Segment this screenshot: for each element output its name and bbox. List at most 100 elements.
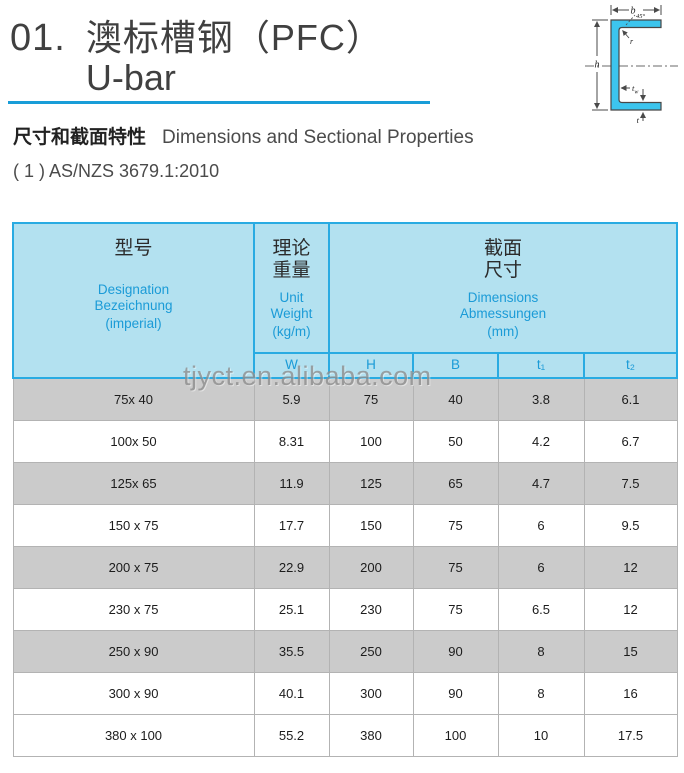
cell-b: 75 [412,503,499,547]
table-row: 250 x 90 35.5 250 90 8 15 [12,629,678,673]
page-title: 01. 澳标槽钢（PFC） U-bar [10,18,383,98]
cell-t1: 8 [497,629,585,673]
dim-label-angle: 45° [636,13,646,20]
cell-w: 17.7 [253,503,330,547]
cell-t2: 9.5 [583,503,678,547]
subheader-t2: t₂ [583,352,678,379]
cell-h: 100 [328,419,414,463]
section-subtitle: 尺寸和截面特性 Dimensions and Sectional Propert… [13,122,474,149]
cell-b: 75 [412,545,499,589]
table-row: 230 x 75 25.1 230 75 6.5 12 [12,587,678,631]
subheader-b: B [412,352,499,379]
dimensions-table: 型号 Designation Bezeichnung (imperial) 理论… [12,222,678,757]
title-english: U-bar [85,57,176,98]
cell-b: 90 [412,671,499,715]
header-dimensions-en: Dimensions Abmessungen (mm) [459,290,547,339]
header-dimensions: 截面 尺寸 Dimensions Abmessungen (mm) [328,222,678,354]
cell-t2: 12 [583,587,678,631]
cell-t1: 4.2 [497,419,585,463]
cell-t1: 10 [497,713,585,757]
cell-h: 150 [328,503,414,547]
title-chinese: 澳标槽钢（PFC） [85,17,383,58]
table-row: 100x 50 8.31 100 50 4.2 6.7 [12,419,678,463]
cell-b: 90 [412,629,499,673]
standard-reference: ( 1 ) AS/NZS 3679.1:2010 [13,161,220,181]
cell-t1: 6 [497,545,585,589]
subheader-t1: t₁ [497,352,585,379]
cell-t1: 4.7 [497,461,585,505]
cell-b: 75 [412,587,499,631]
cell-b: 50 [412,419,499,463]
cell-w: 5.9 [253,377,330,421]
header-designation-en: Designation Bezeichnung (imperial) [94,282,173,331]
table-body: 75x 40 5.9 75 40 3.8 6.1 100x 50 8.31 100 50 4.2 6.… [12,377,678,757]
table-header: 型号 Designation Bezeichnung (imperial) 理论… [12,222,678,379]
cell-w: 40.1 [253,671,330,715]
table-row: 125x 65 11.9 125 65 4.7 7.5 [12,461,678,505]
cell-designation: 100x 50 [12,419,255,463]
cell-w: 22.9 [253,545,330,589]
header-unit-weight-en: Unit Weight (kg/m) [270,290,313,339]
dim-label-tw: tw [632,83,638,96]
cell-h: 230 [328,587,414,631]
cell-designation: 230 x 75 [12,587,255,631]
cell-t2: 6.7 [583,419,678,463]
title-underline [8,101,430,104]
title-number: 01. [10,17,66,59]
cell-t2: 15 [583,629,678,673]
subtitle-chinese: 尺寸和截面特性 [13,127,147,148]
cell-t2: 17.5 [583,713,678,757]
cell-h: 300 [328,671,414,715]
cell-h: 125 [328,461,414,505]
cell-t2: 7.5 [583,461,678,505]
header-unit-weight: 理论 重量 Unit Weight (kg/m) [253,222,330,354]
cell-t2: 6.1 [583,377,678,421]
cell-t2: 12 [583,545,678,589]
table-row: 200 x 75 22.9 200 75 6 12 [12,545,678,589]
cell-w: 8.31 [253,419,330,463]
subheader-w: W [253,352,330,379]
dim-label-t: t [637,115,640,124]
cell-t2: 16 [583,671,678,715]
channel-section-diagram: b h 45° r tw t [584,0,682,125]
cell-h: 250 [328,629,414,673]
header-unit-weight-cn: 理论 重量 [272,238,311,281]
cell-b: 65 [412,461,499,505]
cell-t1: 6.5 [497,587,585,631]
header-designation: 型号 Designation Bezeichnung (imperial) [12,222,255,379]
table-row: 300 x 90 40.1 300 90 8 16 [12,671,678,715]
channel-section-icon: b h 45° r tw t [585,5,678,125]
table-row: 380 x 100 55.2 380 100 10 17.5 [12,713,678,757]
cell-designation: 380 x 100 [12,713,255,757]
table-row: 75x 40 5.9 75 40 3.8 6.1 [12,377,678,421]
dim-label-b: b [631,6,636,17]
header-designation-cn: 型号 [114,238,153,259]
cell-w: 25.1 [253,587,330,631]
title-main: 澳标槽钢（PFC） U-bar [86,18,383,98]
subheader-h: H [328,352,414,379]
cell-b: 40 [412,377,499,421]
cell-w: 55.2 [253,713,330,757]
cell-designation: 250 x 90 [12,629,255,673]
subtitle-english: Dimensions and Sectional Properties [162,127,474,148]
dim-label-h: h [595,60,600,71]
cell-w: 35.5 [253,629,330,673]
cell-designation: 150 x 75 [12,503,255,547]
cell-b: 100 [412,713,499,757]
cell-h: 380 [328,713,414,757]
channel-shape [610,19,662,111]
cell-t1: 6 [497,503,585,547]
dim-label-r: r [630,37,634,46]
cell-w: 11.9 [253,461,330,505]
cell-h: 75 [328,377,414,421]
cell-t1: 8 [497,671,585,715]
cell-designation: 200 x 75 [12,545,255,589]
cell-t1: 3.8 [497,377,585,421]
cell-designation: 300 x 90 [12,671,255,715]
header-dimensions-cn: 截面 尺寸 [483,238,522,281]
cell-designation: 75x 40 [12,377,255,421]
cell-designation: 125x 65 [12,461,255,505]
table-row: 150 x 75 17.7 150 75 6 9.5 [12,503,678,547]
cell-h: 200 [328,545,414,589]
